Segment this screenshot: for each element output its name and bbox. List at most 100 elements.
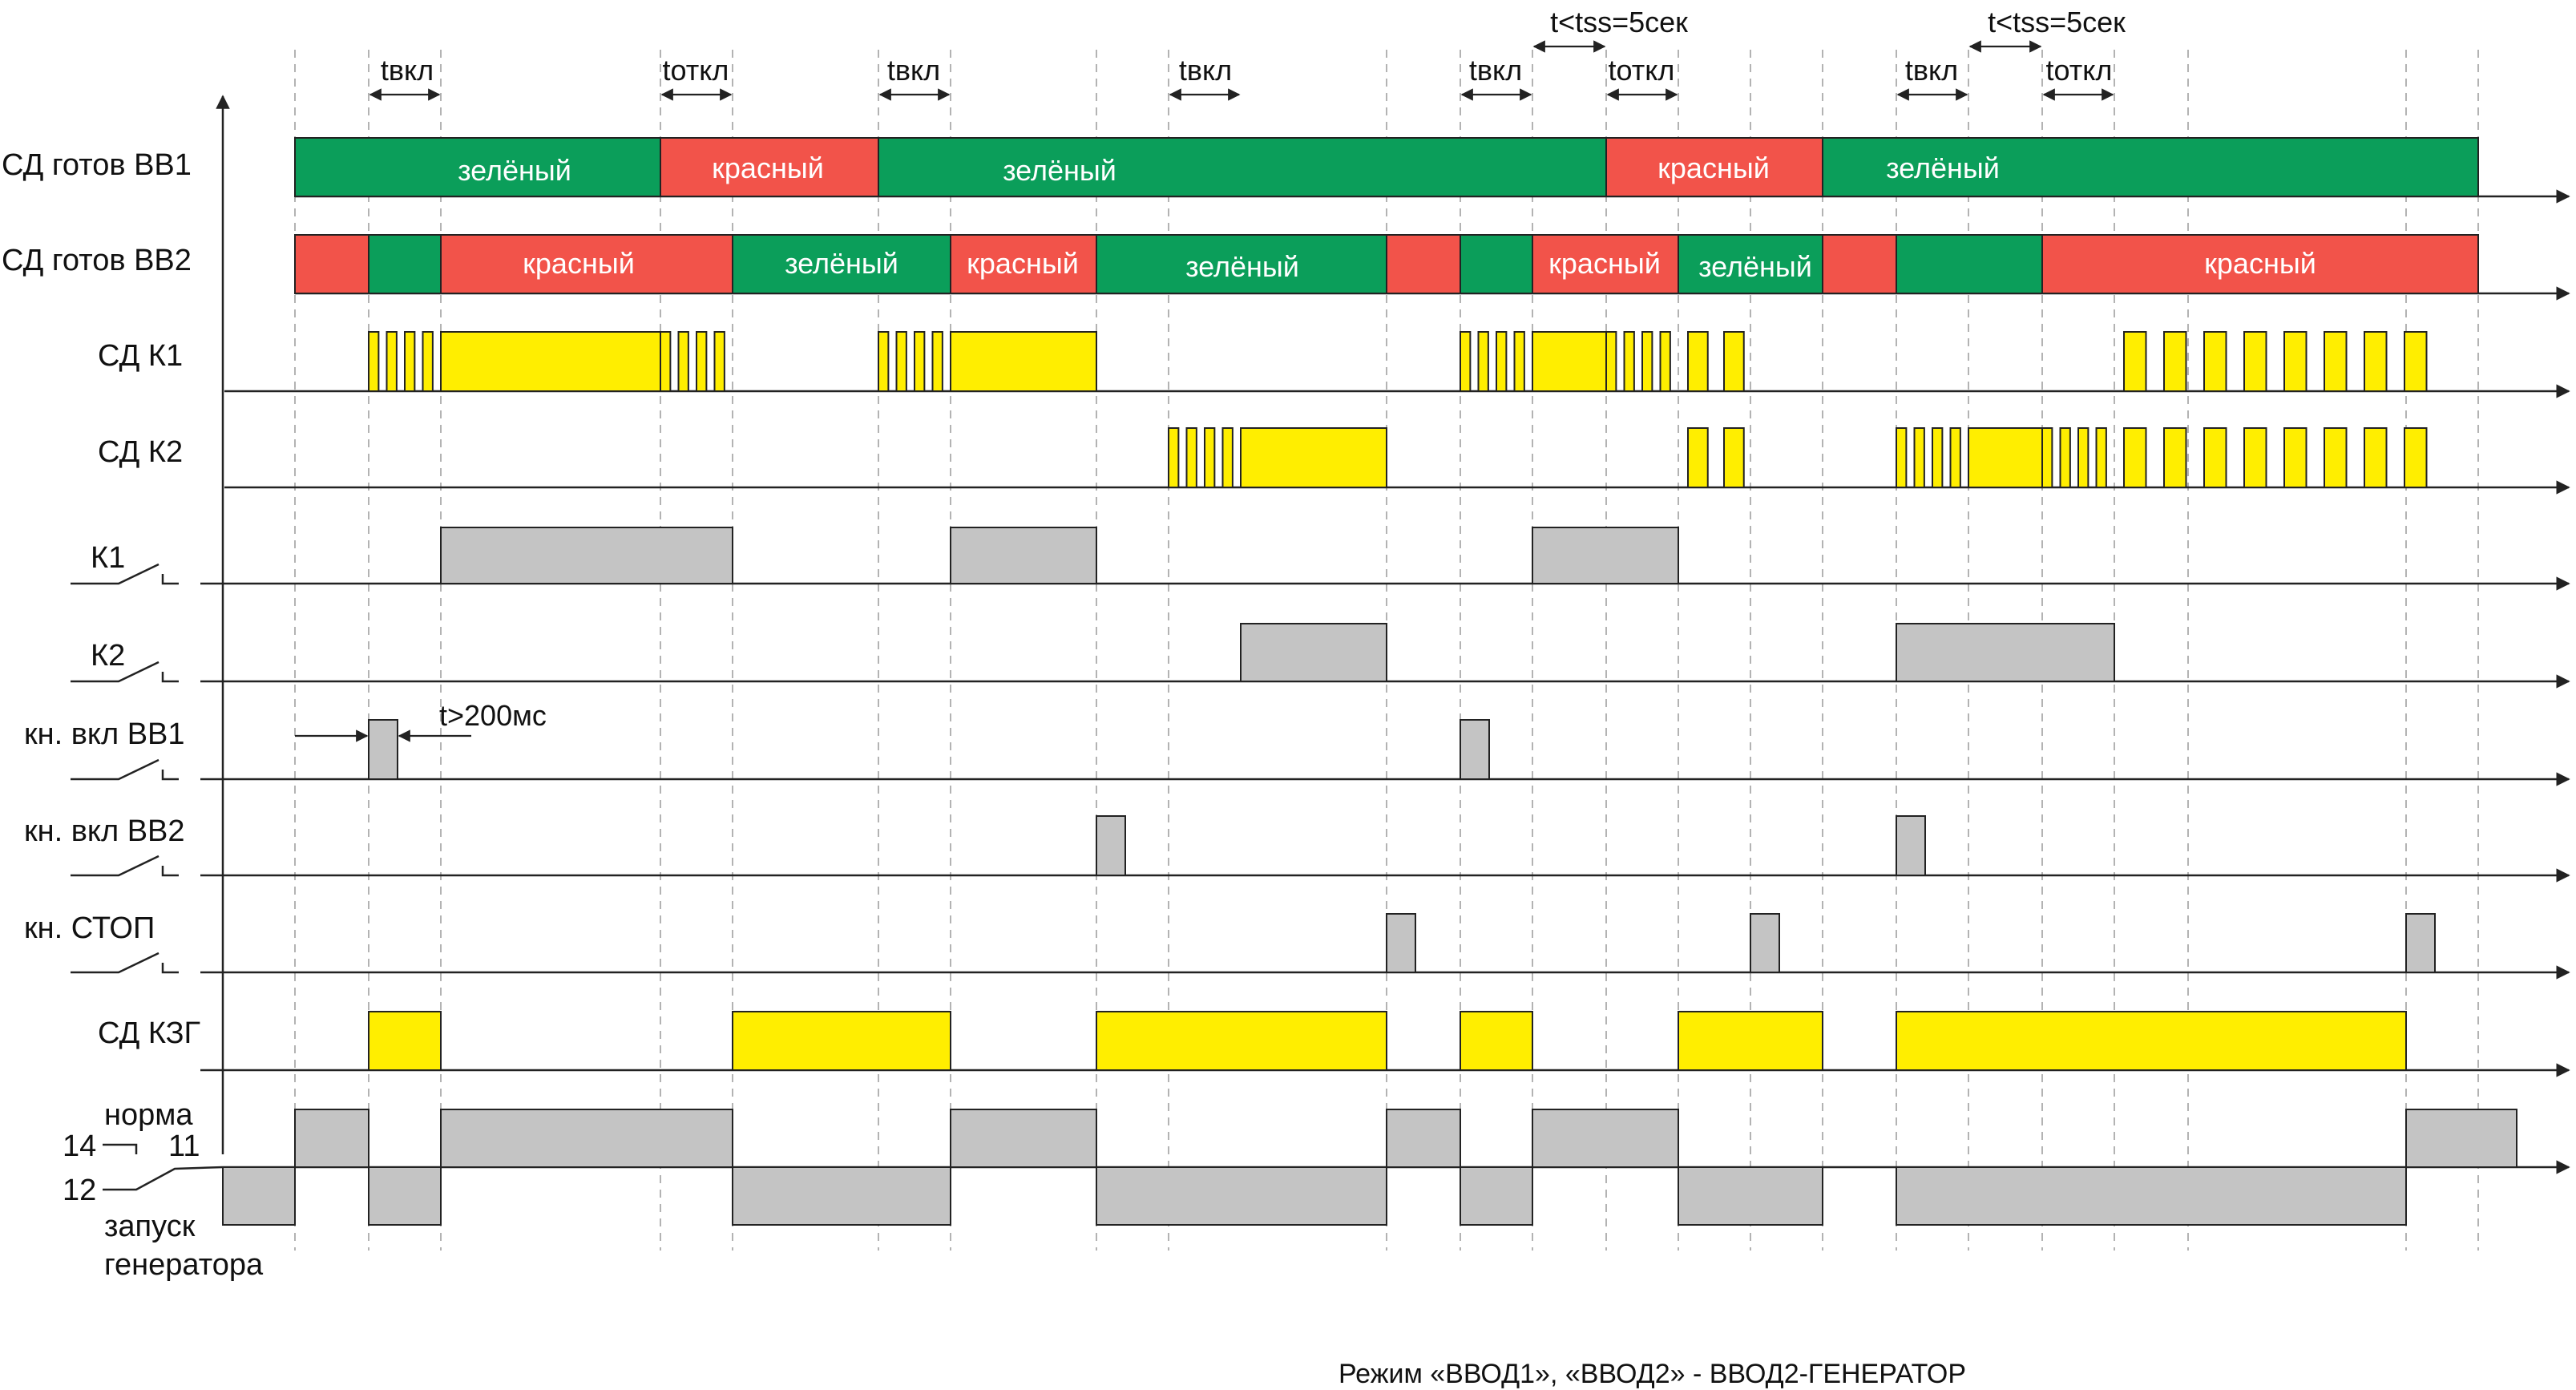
- sd-k1-blink-d-4: [1513, 331, 1525, 392]
- bb1-ready-segment-2: [660, 137, 879, 197]
- sd-kzg-on-3: [1096, 1011, 1387, 1071]
- relay-contact-12: [103, 1166, 224, 1191]
- label-button-on-bb2: кн. вкл ВВ2: [24, 814, 185, 848]
- sd-k2-on-2: [1968, 427, 2043, 488]
- sd-k2-blink-c-3: [1932, 427, 1944, 488]
- sd-k2-blink-d-3: [2077, 427, 2089, 488]
- bb1-state-red-2: красный: [1657, 152, 1770, 184]
- bb2-ready-segment-1: [294, 234, 369, 294]
- label-sd-ready-bb1: СД готов ВВ1: [2, 148, 192, 182]
- label-sd-ready-bb2: СД готов ВВ2: [2, 244, 192, 277]
- switch-symbol-4: [71, 855, 179, 877]
- switch-symbol-1: [71, 563, 179, 585]
- k1-closed-2: [950, 527, 1097, 584]
- label-k1: К1: [91, 541, 125, 575]
- sd-k1-blink-g-4: [2243, 331, 2267, 392]
- sd-k1-blink-f-1: [1687, 331, 1709, 392]
- t-on-label-1: tвкл: [381, 54, 434, 87]
- sd-k1-blink-g-6: [2324, 331, 2348, 392]
- sd-k1-blink-f-2: [1723, 331, 1745, 392]
- bb2-state-green-2: зелёный: [1185, 250, 1299, 283]
- sd-kzg-on-5: [1678, 1011, 1823, 1071]
- relay-start-generator-5: [1460, 1166, 1533, 1226]
- bb1-state-green-2: зелёный: [1003, 154, 1116, 187]
- label-pin-11: 11: [168, 1129, 200, 1163]
- sd-k2-on-1: [1240, 427, 1387, 488]
- t-off-label-3: tоткл: [2046, 54, 2113, 87]
- button-stop-press-1: [1386, 913, 1416, 973]
- sd-k2-blink-b-2: [1723, 427, 1745, 488]
- bb2-ready-segment-9: [1532, 234, 1679, 294]
- bb1-state-green-1: зелёный: [458, 154, 571, 187]
- switch-symbol-5: [71, 952, 179, 974]
- bb2-ready-segment-5: [950, 234, 1097, 294]
- relay-start-generator-2: [368, 1166, 442, 1226]
- button-bb1-press-2: [1460, 719, 1490, 780]
- relay-start-generator-7: [1896, 1166, 2407, 1226]
- sd-k2-blink-e-2: [2163, 427, 2187, 488]
- label-zapusk: запуск: [104, 1210, 196, 1243]
- sd-k1-blink-b-2: [677, 331, 689, 392]
- sd-k2-blink-e-4: [2243, 427, 2267, 488]
- sd-k1-blink-c-3: [914, 331, 926, 392]
- relay-norma-1: [294, 1109, 369, 1168]
- sd-k1-blink-a-2: [386, 331, 398, 392]
- sd-kzg-on-6: [1896, 1011, 2407, 1071]
- label-sd-kzg: СД КЗГ: [98, 1016, 200, 1050]
- bb2-ready-segment-10: [1678, 234, 1823, 294]
- sd-k2-blink-a-3: [1204, 427, 1216, 488]
- t-on-label-5: tвкл: [1905, 54, 1958, 87]
- sd-k1-blink-c-4: [931, 331, 943, 392]
- k2-closed-1: [1240, 623, 1387, 682]
- sd-k2-blink-c-2: [1913, 427, 1925, 488]
- relay-norma-4: [1386, 1109, 1461, 1168]
- t-on-label-2: tвкл: [887, 54, 940, 87]
- button-bb2-press-2: [1896, 815, 1926, 876]
- sd-k1-blink-c-2: [895, 331, 907, 392]
- sd-k2-blink-c-4: [1949, 427, 1961, 488]
- bb2-state-green-1: зелёный: [785, 247, 898, 280]
- button-stop-press-2: [1750, 913, 1780, 973]
- label-pin-12: 12: [63, 1174, 96, 1207]
- sd-k1-blink-b-3: [696, 331, 708, 392]
- sd-k1-blink-d-2: [1477, 331, 1489, 392]
- relay-start-generator-1: [222, 1166, 296, 1226]
- relay-start-generator-4: [1096, 1166, 1387, 1226]
- bb2-ready-segment-8: [1460, 234, 1533, 294]
- t-ss-label-1: t<tss=5сек: [1550, 6, 1688, 38]
- sd-k1-on-1: [440, 331, 661, 392]
- t-ss-label-2: t<tss=5сек: [1988, 6, 2126, 38]
- sd-k1-on-3: [1532, 331, 1607, 392]
- t-off-label-2: tоткл: [1609, 54, 1675, 87]
- bb2-state-red-3: красный: [1548, 247, 1661, 280]
- t-200ms-label: t>200мс: [439, 699, 547, 732]
- sd-k1-blink-e-3: [1641, 331, 1653, 392]
- sd-k2-blink-d-4: [2095, 427, 2107, 488]
- bb2-state-green-3: зелёный: [1698, 250, 1812, 283]
- sd-k2-blink-e-8: [2404, 427, 2428, 488]
- bb1-ready-segment-4: [1605, 137, 1823, 197]
- relay-contact-14: [103, 1143, 138, 1154]
- sd-k1-blink-g-1: [2123, 331, 2147, 392]
- label-generatora: генератора: [104, 1248, 264, 1282]
- label-norma: норма: [104, 1098, 193, 1132]
- relay-norma-6: [2405, 1109, 2517, 1168]
- label-button-on-bb1: кн. вкл ВВ1: [24, 717, 185, 751]
- switch-symbol-2: [71, 661, 179, 683]
- bb2-ready-segment-7: [1386, 234, 1461, 294]
- sd-k2-blink-a-1: [1168, 427, 1180, 488]
- sd-k2-blink-d-2: [2059, 427, 2071, 488]
- button-bb2-press-1: [1096, 815, 1126, 876]
- timing-annotations: [295, 40, 2114, 742]
- bb2-state-red-4: красный: [2204, 247, 2316, 280]
- button-bb1-press-1: [368, 719, 398, 780]
- sd-k1-blink-d-3: [1496, 331, 1508, 392]
- sd-k1-blink-e-1: [1605, 331, 1617, 392]
- sd-k1-blink-g-5: [2283, 331, 2307, 392]
- t-off-label-1: tоткл: [663, 54, 729, 87]
- bb2-ready-segment-11: [1822, 234, 1897, 294]
- sd-k1-blink-g-7: [2364, 331, 2388, 392]
- switch-symbol-3: [71, 758, 179, 781]
- sd-k2-blink-a-4: [1221, 427, 1233, 488]
